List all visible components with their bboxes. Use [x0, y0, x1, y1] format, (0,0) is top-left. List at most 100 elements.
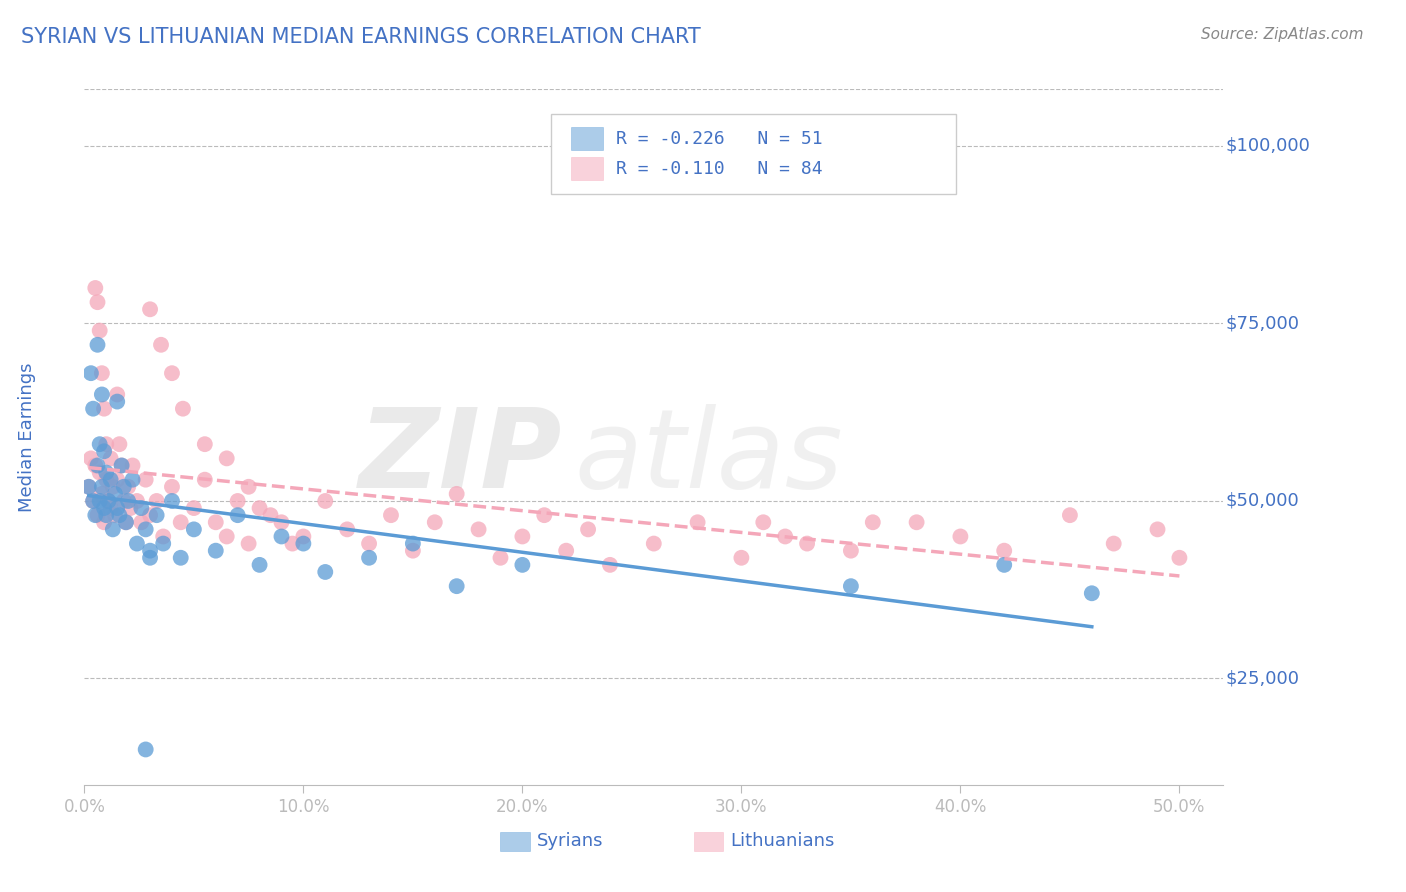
Point — [125, 536, 148, 550]
Point — [238, 536, 260, 550]
Point — [1146, 522, 1168, 536]
Bar — [693, 831, 723, 851]
Point — [84, 458, 107, 473]
Point — [80, 366, 103, 380]
Point — [129, 516, 153, 530]
Point — [121, 473, 143, 487]
Point — [117, 494, 139, 508]
Point — [204, 543, 226, 558]
Text: ZIP: ZIP — [359, 404, 562, 511]
Point — [129, 501, 153, 516]
Point — [160, 366, 183, 380]
Point — [139, 550, 162, 565]
Point — [839, 579, 862, 593]
Point — [100, 451, 122, 466]
Point — [359, 536, 381, 550]
Point — [752, 516, 775, 530]
Point — [183, 501, 205, 516]
Point — [238, 480, 260, 494]
Point — [110, 458, 132, 473]
Point — [1081, 586, 1104, 600]
Point — [599, 558, 621, 572]
Point — [215, 451, 238, 466]
Point — [82, 494, 104, 508]
Point — [489, 550, 512, 565]
Point — [77, 480, 100, 494]
Point — [77, 480, 100, 494]
Point — [115, 516, 138, 530]
Point — [215, 529, 238, 543]
Point — [105, 473, 128, 487]
Text: Source: ZipAtlas.com: Source: ZipAtlas.com — [1201, 27, 1364, 42]
Text: $25,000: $25,000 — [1226, 670, 1299, 688]
Text: $50,000: $50,000 — [1226, 492, 1299, 510]
Point — [194, 437, 217, 451]
Point — [135, 522, 157, 536]
Point — [839, 543, 862, 558]
Point — [259, 508, 281, 523]
Point — [93, 501, 115, 516]
Point — [96, 466, 118, 480]
Point — [446, 487, 468, 501]
Point — [93, 516, 115, 530]
Point — [270, 516, 292, 530]
Point — [796, 536, 818, 550]
Point — [97, 494, 120, 508]
Point — [89, 324, 111, 338]
Point — [576, 522, 599, 536]
Point — [204, 516, 226, 530]
Point — [423, 516, 446, 530]
Point — [96, 437, 118, 451]
Point — [194, 473, 217, 487]
Point — [93, 444, 115, 458]
Text: Lithuanians: Lithuanians — [730, 832, 835, 850]
Bar — [571, 127, 603, 150]
Point — [170, 550, 193, 565]
Point — [82, 401, 104, 416]
Text: $75,000: $75,000 — [1226, 315, 1299, 333]
Point — [160, 494, 183, 508]
Text: R = -0.110   N = 84: R = -0.110 N = 84 — [616, 160, 823, 178]
Point — [110, 458, 132, 473]
Point — [183, 522, 205, 536]
Point — [1102, 536, 1125, 550]
Point — [80, 451, 103, 466]
Point — [105, 501, 128, 516]
Point — [100, 473, 122, 487]
Point — [112, 494, 135, 508]
Point — [100, 501, 122, 516]
Point — [643, 536, 665, 550]
Point — [93, 401, 115, 416]
Point — [862, 516, 884, 530]
Point — [139, 508, 162, 523]
Point — [359, 550, 381, 565]
Point — [949, 529, 972, 543]
Point — [1168, 550, 1191, 565]
Point — [773, 529, 796, 543]
Point — [84, 508, 107, 523]
Point — [993, 558, 1015, 572]
Point — [150, 338, 173, 352]
Point — [90, 387, 112, 401]
Point — [533, 508, 555, 523]
Point — [125, 494, 148, 508]
Point — [1059, 508, 1081, 523]
Point — [105, 394, 128, 409]
Point — [104, 487, 127, 501]
Point — [112, 480, 135, 494]
Point — [281, 536, 304, 550]
Point — [89, 466, 111, 480]
Point — [512, 529, 534, 543]
Point — [82, 494, 104, 508]
Point — [90, 487, 112, 501]
Bar — [571, 157, 603, 179]
Point — [152, 529, 174, 543]
Point — [292, 536, 315, 550]
Point — [86, 338, 108, 352]
Point — [249, 501, 271, 516]
Point — [101, 522, 124, 536]
Point — [402, 536, 425, 550]
Point — [160, 480, 183, 494]
Point — [686, 516, 709, 530]
Point — [145, 494, 167, 508]
